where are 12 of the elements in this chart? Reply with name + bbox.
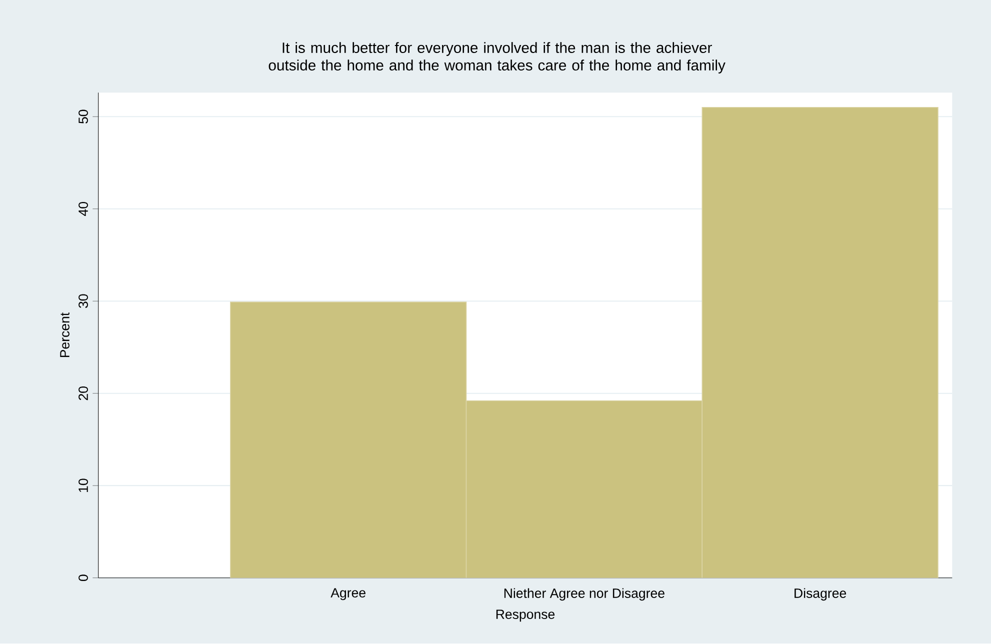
y-tick-label: 30 bbox=[78, 294, 88, 308]
y-tick-label: 20 bbox=[78, 386, 88, 400]
x-tick-label: Agree bbox=[330, 588, 366, 600]
y-axis-title: Percent bbox=[60, 312, 70, 358]
x-axis-title: Response bbox=[496, 610, 555, 622]
y-tick-label: 40 bbox=[78, 202, 88, 216]
x-tick-label: Niether Agree nor Disagree bbox=[504, 588, 664, 601]
y-tick-label: 50 bbox=[78, 110, 88, 124]
x-tick-label: Disagree bbox=[794, 588, 846, 601]
y-tick-label: 10 bbox=[78, 478, 88, 492]
y-tick-label: 0 bbox=[78, 574, 88, 582]
chart-title: It is much better for everyone involved if the man is the achiever outside the home and the woman takes care of the home and family bbox=[268, 42, 726, 74]
